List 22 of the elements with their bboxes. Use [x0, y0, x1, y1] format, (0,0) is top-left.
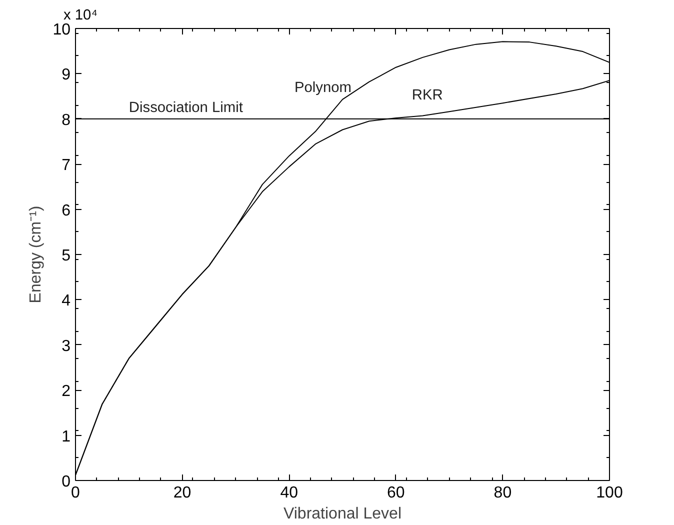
y-tick-label: 7: [62, 157, 71, 174]
y-tick-label: 2: [62, 383, 71, 400]
series-label: RKR: [412, 88, 443, 104]
y-tick-label: 4: [62, 292, 71, 310]
series-label: Polynom: [294, 80, 352, 96]
y-tick-label: 5: [62, 248, 71, 264]
y-tick-label: 10: [52, 22, 71, 38]
x-tick-label: 100: [596, 484, 623, 502]
y-tick-label: 0: [62, 474, 71, 490]
x-tick-label: 80: [494, 484, 512, 502]
y-axis-title: Energy (cm⁻¹): [28, 206, 45, 304]
x-tick-label: 40: [280, 484, 298, 502]
x-tick-label: 20: [173, 484, 192, 502]
y-tick-label: 6: [62, 202, 71, 220]
y-tick-label: 8: [62, 112, 71, 129]
ref-line-label: Dissociation Limit: [128, 100, 243, 116]
y-tick-label: 9: [62, 66, 71, 84]
x-axis-title: Vibrational Level: [283, 506, 402, 522]
x-tick-label: 60: [387, 484, 405, 502]
y-tick-label: 3: [62, 338, 71, 355]
text: x 10⁴: [64, 8, 98, 24]
y-tick-label: 1: [62, 428, 71, 446]
